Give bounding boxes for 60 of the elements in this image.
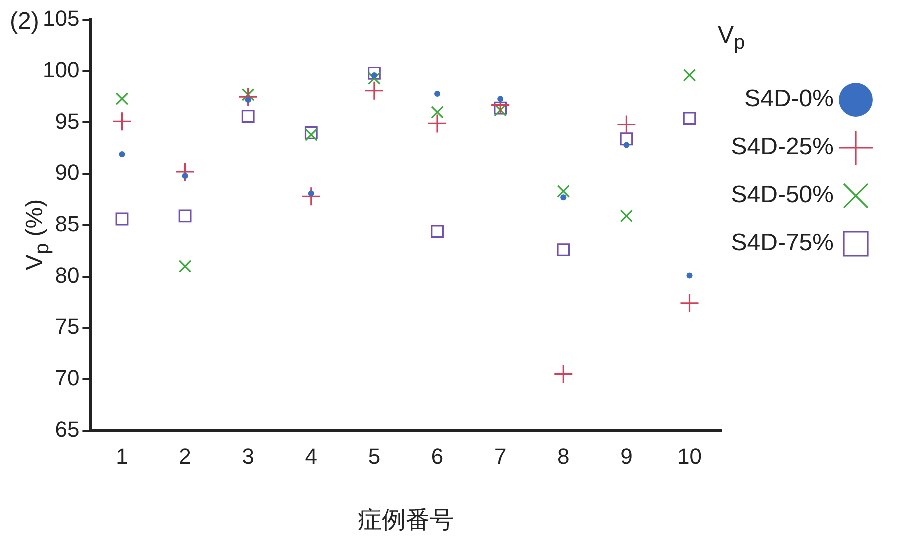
x-axis-title: 症例番号 bbox=[358, 507, 454, 534]
x-tick-label: 6 bbox=[431, 444, 444, 470]
point bbox=[119, 152, 126, 158]
point bbox=[680, 294, 700, 314]
point bbox=[182, 173, 188, 180]
point bbox=[428, 114, 448, 134]
point bbox=[620, 132, 634, 146]
point bbox=[368, 66, 381, 80]
x-tick-label: 1 bbox=[116, 444, 128, 470]
point bbox=[557, 185, 570, 198]
y-tick-label: 70 bbox=[55, 366, 80, 391]
y-tick-label: 65 bbox=[55, 416, 80, 442]
point bbox=[116, 212, 129, 226]
point bbox=[364, 81, 384, 101]
point bbox=[431, 225, 444, 238]
x-tick-label: 4 bbox=[305, 444, 318, 470]
point bbox=[624, 142, 630, 148]
y-tick-label: 75 bbox=[55, 314, 80, 340]
x-tick-label: 5 bbox=[368, 444, 381, 470]
point bbox=[498, 96, 504, 102]
text: (2) bbox=[10, 8, 40, 36]
point bbox=[434, 90, 441, 97]
point bbox=[242, 88, 255, 102]
y-tick-label: 105 bbox=[42, 6, 80, 32]
y-tick-label: 100 bbox=[42, 57, 80, 82]
x-tick-label: 3 bbox=[242, 444, 254, 470]
y-tick-label: 90 bbox=[55, 160, 80, 186]
legend-label: S4D-75% bbox=[731, 230, 834, 257]
point bbox=[308, 190, 314, 197]
point bbox=[560, 194, 567, 201]
point bbox=[686, 272, 693, 279]
point bbox=[302, 186, 322, 206]
x-tick-label: 10 bbox=[678, 444, 702, 470]
x-tick-label: 7 bbox=[494, 444, 507, 470]
point bbox=[557, 244, 570, 257]
point bbox=[245, 97, 252, 104]
legend-label: S4D-25% bbox=[731, 134, 834, 161]
x-tick-label: 8 bbox=[558, 444, 570, 470]
legend-label: S4D-0% bbox=[744, 86, 834, 113]
point bbox=[554, 364, 574, 384]
point bbox=[368, 72, 381, 85]
point bbox=[683, 69, 696, 82]
x-tick-label: 9 bbox=[620, 444, 633, 470]
point bbox=[242, 110, 255, 123]
legend-title: V$_{p}$ bbox=[718, 22, 746, 55]
point bbox=[620, 210, 634, 223]
point bbox=[683, 112, 696, 126]
point bbox=[238, 87, 258, 107]
y-tick-label: 95 bbox=[55, 108, 80, 134]
point bbox=[175, 162, 196, 182]
point bbox=[116, 92, 129, 106]
point bbox=[178, 260, 192, 273]
y-tick-label: 85 bbox=[55, 211, 80, 236]
legend-label: S4D-50% bbox=[731, 182, 834, 209]
x-tick-label: 2 bbox=[179, 444, 192, 470]
point bbox=[112, 112, 132, 132]
point bbox=[431, 106, 444, 119]
y-tick-label: 80 bbox=[55, 262, 80, 288]
point bbox=[178, 210, 192, 223]
point bbox=[616, 114, 636, 135]
